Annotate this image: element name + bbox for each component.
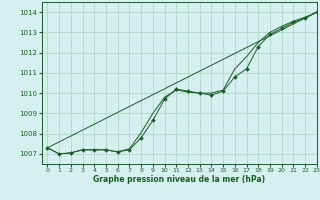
X-axis label: Graphe pression niveau de la mer (hPa): Graphe pression niveau de la mer (hPa) [93,175,265,184]
